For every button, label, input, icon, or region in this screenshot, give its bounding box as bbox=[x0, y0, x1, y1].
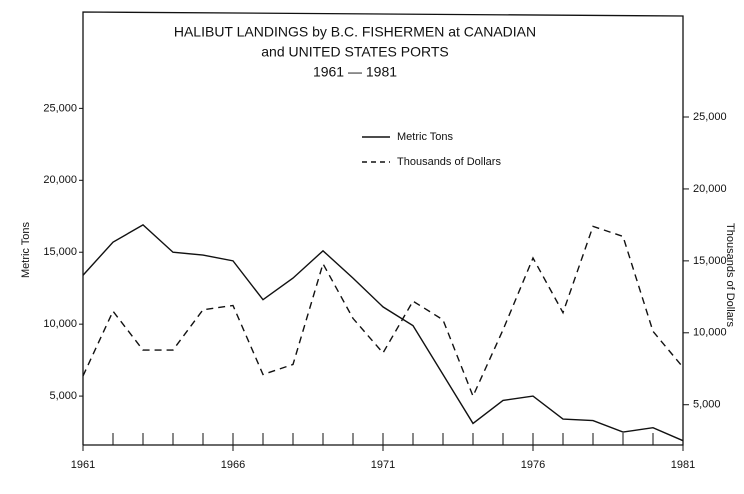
y2-tick-label: 5,000 bbox=[693, 399, 721, 411]
y-tick-label: 25,000 bbox=[43, 102, 77, 114]
x-tick-label: 1971 bbox=[371, 459, 395, 471]
y-tick-label: 5,000 bbox=[49, 390, 77, 402]
y-tick-label: 15,000 bbox=[43, 246, 77, 258]
y2-tick-label: 20,000 bbox=[693, 183, 727, 195]
frame bbox=[82, 11, 684, 446]
x-tick-label: 1966 bbox=[221, 459, 245, 471]
y-tick-label: 20,000 bbox=[43, 174, 77, 186]
x-tick-label: 1976 bbox=[521, 459, 545, 471]
y-axis-label: Metric Tons bbox=[20, 221, 32, 278]
series-line bbox=[82, 225, 684, 398]
y2-tick-label: 25,000 bbox=[693, 111, 727, 123]
x-tick-label: 1981 bbox=[671, 459, 695, 471]
y2-tick-label: 10,000 bbox=[693, 327, 727, 339]
legend-label: Thousands of Dollars bbox=[397, 156, 501, 168]
y2-tick-label: 15,000 bbox=[693, 255, 727, 267]
x-tick-label: 1961 bbox=[71, 459, 95, 471]
legend-label: Metric Tons bbox=[397, 131, 454, 143]
y2-axis-label: Thousands of Dollars bbox=[724, 223, 736, 327]
series-line bbox=[82, 224, 684, 442]
y-tick-label: 10,000 bbox=[43, 318, 77, 330]
chart-title: and UNITED STATES PORTS bbox=[261, 44, 449, 60]
chart-title: HALIBUT LANDINGS by B.C. FISHERMEN at CA… bbox=[174, 24, 536, 40]
chart-title: 1961 — 1981 bbox=[313, 64, 397, 80]
